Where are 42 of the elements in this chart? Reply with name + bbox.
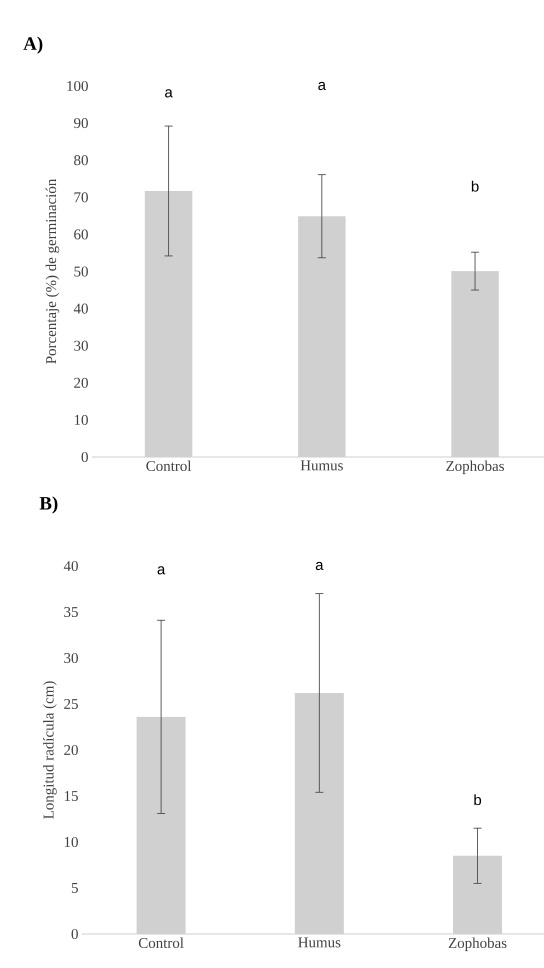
- y-tick-label: 80: [74, 155, 88, 166]
- y-tick-label: 25: [64, 698, 78, 710]
- annotation: a: [164, 89, 173, 98]
- annotation: a: [318, 82, 326, 90]
- y-axis-title: Porcentaje (%) de germinación: [45, 178, 60, 364]
- x-tick-label: Zophobas: [448, 938, 506, 952]
- y-tick-label: 30: [74, 340, 88, 351]
- bar: [451, 271, 499, 457]
- bar: [136, 716, 186, 934]
- x-tick-label: Humus: [298, 938, 340, 948]
- annotation: b: [474, 794, 481, 806]
- annotation: a: [157, 566, 166, 574]
- annotation: b: [472, 180, 478, 192]
- y-tick-label: 15: [64, 790, 78, 801]
- y-tick-label: 40: [64, 560, 78, 572]
- y-tick-label: 35: [64, 606, 78, 618]
- y-tick-label: 70: [74, 192, 88, 202]
- y-tick-label: 100: [67, 80, 88, 92]
- y-tick-label: 0: [81, 452, 88, 462]
- bar: [298, 216, 346, 457]
- annotation: a: [316, 562, 324, 570]
- chart-title: A): [23, 36, 42, 54]
- x-tick-label: Control: [138, 938, 184, 948]
- bar: [294, 692, 344, 934]
- y-tick-label: 20: [64, 744, 78, 756]
- x-tick-label: Zophobas: [446, 460, 504, 474]
- y-axis-title: Longitud radícula (cm): [42, 681, 56, 819]
- y-tick-label: 60: [74, 229, 88, 240]
- y-tick-label: 10: [74, 414, 88, 425]
- y-tick-label: 20: [74, 378, 88, 388]
- y-tick-label: 0: [71, 928, 78, 940]
- bar: [452, 856, 502, 934]
- x-tick-label: Control: [146, 460, 191, 472]
- x-tick-label: Humus: [300, 460, 343, 470]
- y-tick-label: 10: [64, 836, 78, 848]
- y-tick-label: 30: [64, 652, 78, 664]
- y-tick-label: 90: [74, 118, 88, 128]
- y-tick-label: 5: [72, 883, 78, 893]
- chart-title: B): [39, 496, 58, 514]
- bar: [144, 190, 192, 457]
- y-tick-label: 40: [74, 304, 88, 314]
- y-tick-label: 50: [74, 266, 88, 277]
